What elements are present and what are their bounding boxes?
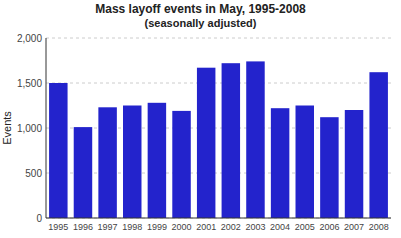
bar — [246, 61, 264, 218]
grid — [46, 38, 391, 218]
y-tick-label: 1,000 — [17, 123, 42, 134]
y-tick-label: 500 — [25, 168, 42, 179]
chart: Mass layoff events in May, 1995-2008(sea… — [0, 0, 401, 238]
x-tick-label: 1996 — [73, 222, 93, 232]
grid-line — [46, 218, 391, 219]
y-tick-label: 0 — [36, 213, 42, 224]
x-tick-label: 2003 — [245, 222, 265, 232]
subtitle: (seasonally adjusted) — [145, 17, 257, 29]
y-axis — [46, 38, 47, 218]
x-tick-label: 2008 — [369, 222, 389, 232]
grid-line — [46, 38, 391, 39]
bar — [123, 106, 141, 219]
bar — [271, 108, 289, 218]
bar — [172, 111, 190, 218]
bar — [222, 63, 240, 218]
x-axis — [46, 218, 391, 219]
bar — [74, 127, 92, 218]
bar — [148, 103, 166, 218]
x-tick-label: 2000 — [172, 222, 192, 232]
bars — [49, 61, 388, 218]
x-tick-label: 2006 — [319, 222, 339, 232]
x-tick-label: 2007 — [344, 222, 364, 232]
x-tick-label: 1999 — [147, 222, 167, 232]
x-tick-label: 1998 — [122, 222, 142, 232]
bar — [320, 117, 338, 218]
y-axis-label: Events — [1, 111, 13, 145]
x-tick-label: 2005 — [295, 222, 315, 232]
grid-line — [46, 83, 391, 84]
bar — [369, 72, 387, 218]
bar — [98, 107, 116, 218]
x-tick-label: 2004 — [270, 222, 290, 232]
x-tick-label: 2001 — [196, 222, 216, 232]
bar — [49, 83, 67, 218]
y-tick-label: 2,000 — [17, 33, 42, 44]
title: Mass layoff events in May, 1995-2008 — [95, 2, 306, 16]
grid-line — [46, 173, 391, 174]
bar — [296, 106, 314, 219]
x-tick-label: 1995 — [48, 222, 68, 232]
x-tick-label: 1997 — [98, 222, 118, 232]
x-tick-label: 2002 — [221, 222, 241, 232]
bar — [197, 68, 215, 218]
bar — [345, 110, 363, 218]
grid-line — [46, 128, 391, 129]
y-tick-label: 1,500 — [17, 78, 42, 89]
